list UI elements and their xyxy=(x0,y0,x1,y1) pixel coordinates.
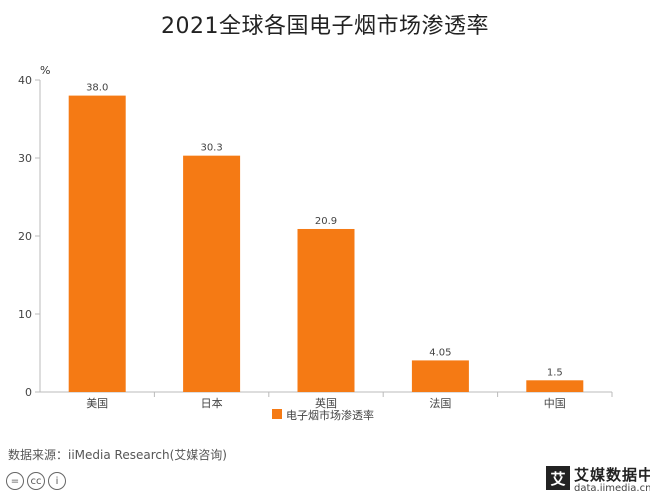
data-label: 1.5 xyxy=(547,367,563,378)
data-source: 数据来源：iiMedia Research(艾媒咨询) xyxy=(8,448,227,462)
chart-title: 2021全球各国电子烟市场渗透率 xyxy=(161,14,489,39)
license-icons: = cc i xyxy=(6,470,66,492)
x-tick-label: 英国 xyxy=(315,396,337,410)
attribution-icon: i xyxy=(48,472,66,490)
data-label: 4.05 xyxy=(429,347,451,358)
y-tick-label: 30 xyxy=(18,152,32,165)
legend-label: 电子烟市场渗透率 xyxy=(286,408,374,422)
bar xyxy=(68,95,126,392)
data-label: 30.3 xyxy=(200,143,222,154)
brand-mark-icon: 艾 xyxy=(546,466,570,490)
bar xyxy=(297,228,355,392)
bar xyxy=(526,380,584,392)
y-tick-label: 10 xyxy=(18,308,32,321)
bar xyxy=(411,360,469,392)
x-tick-label: 美国 xyxy=(86,397,108,410)
bar-chart: % 0 10 20 30 40 38.0 美国 30.3 日本 20.9 英国 4.05 法国 1.5 中国电… xyxy=(18,64,613,422)
legend-swatch xyxy=(272,409,282,419)
brand-logo: 艾 艾媒数据中心 data.iimedia.cn xyxy=(546,462,650,496)
x-tick-label: 法国 xyxy=(429,396,451,410)
x-tick-label: 日本 xyxy=(201,396,223,410)
y-axis-unit: % xyxy=(40,64,50,77)
y-tick-label: 40 xyxy=(18,74,32,87)
brand-name: 艾媒数据中心 xyxy=(574,466,650,484)
data-label: 20.9 xyxy=(315,216,337,227)
bar xyxy=(183,155,241,392)
creative-commons-icon: cc xyxy=(27,472,45,490)
y-tick-label: 0 xyxy=(25,386,32,399)
equals-icon: = xyxy=(6,472,24,490)
brand-url: data.iimedia.cn xyxy=(574,483,650,494)
y-tick-label: 20 xyxy=(18,230,32,243)
x-tick-label: 中国 xyxy=(544,397,566,410)
data-label: 38.0 xyxy=(86,83,108,94)
